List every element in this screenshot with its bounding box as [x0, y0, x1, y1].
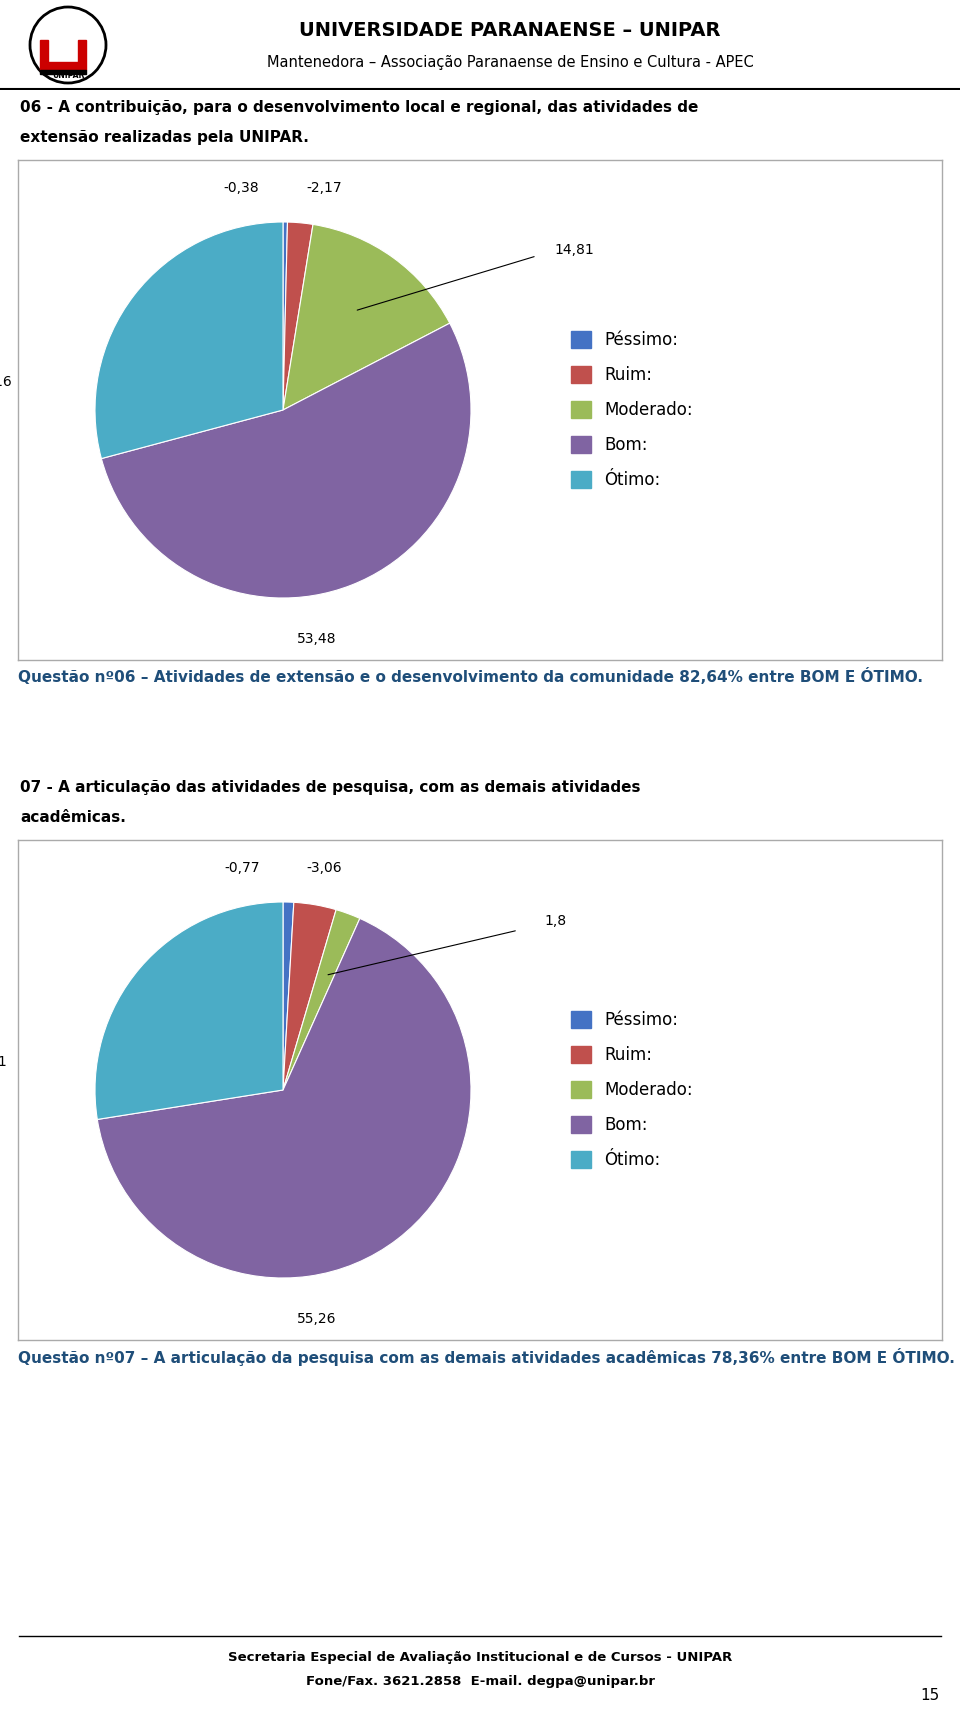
Text: UNIVERSIDADE PARANAENSE – UNIPAR: UNIVERSIDADE PARANAENSE – UNIPAR — [300, 21, 721, 39]
Wedge shape — [283, 903, 336, 1090]
Text: -0,38: -0,38 — [224, 182, 259, 196]
Text: 07 - A articulação das atividades de pesquisa, com as demais atividades: 07 - A articulação das atividades de pes… — [20, 781, 640, 795]
Wedge shape — [283, 903, 294, 1090]
Text: -2,17: -2,17 — [306, 182, 342, 196]
Wedge shape — [95, 221, 283, 458]
Wedge shape — [283, 221, 287, 410]
Text: Questão nº07 – A articulação da pesquisa com as demais atividades acadêmicas 78,: Questão nº07 – A articulação da pesquisa… — [18, 1349, 955, 1366]
Text: 15: 15 — [921, 1689, 940, 1704]
Text: 06 - A contribuição, para o desenvolvimento local e regional, das atividades de: 06 - A contribuição, para o desenvolvime… — [20, 100, 698, 115]
Wedge shape — [283, 225, 449, 410]
Text: extensão realizadas pela UNIPAR.: extensão realizadas pela UNIPAR. — [20, 130, 309, 146]
Legend: Péssimo:, Ruim:, Moderado:, Bom:, Ótimo:: Péssimo:, Ruim:, Moderado:, Bom:, Ótimo: — [564, 324, 699, 496]
Wedge shape — [97, 918, 471, 1278]
Bar — [48, 62, 78, 70]
Text: -3,06: -3,06 — [306, 861, 342, 875]
Text: acadêmicas.: acadêmicas. — [20, 810, 126, 825]
Legend: Péssimo:, Ruim:, Moderado:, Bom:, Ótimo:: Péssimo:, Ruim:, Moderado:, Bom:, Ótimo: — [564, 1004, 699, 1175]
Bar — [40, 39, 48, 70]
Text: 29,16: 29,16 — [0, 374, 12, 390]
Wedge shape — [102, 323, 471, 597]
Wedge shape — [283, 909, 360, 1090]
Bar — [40, 70, 86, 74]
Text: 14,81: 14,81 — [555, 244, 594, 257]
Wedge shape — [283, 221, 313, 410]
Text: Mantenedora – Associação Paranaense de Ensino e Cultura - APEC: Mantenedora – Associação Paranaense de E… — [267, 55, 754, 70]
Wedge shape — [95, 903, 283, 1119]
Text: Fone/Fax. 3621.2858  E-mail. degpa@unipar.br: Fone/Fax. 3621.2858 E-mail. degpa@unipar… — [305, 1675, 655, 1687]
Text: Secretaria Especial de Avaliação Institucional e de Cursos - UNIPAR: Secretaria Especial de Avaliação Institu… — [228, 1651, 732, 1665]
Text: 53,48: 53,48 — [297, 633, 337, 647]
Bar — [78, 39, 86, 70]
Text: 1,8: 1,8 — [544, 915, 566, 928]
Text: 23,1: 23,1 — [0, 1055, 7, 1069]
Text: 55,26: 55,26 — [297, 1313, 337, 1326]
Text: Questão nº06 – Atividades de extensão e o desenvolvimento da comunidade 82,64% e: Questão nº06 – Atividades de extensão e … — [18, 668, 923, 685]
Circle shape — [30, 7, 106, 82]
Text: -0,77: -0,77 — [224, 861, 259, 875]
Text: UNIPAR: UNIPAR — [52, 70, 84, 81]
